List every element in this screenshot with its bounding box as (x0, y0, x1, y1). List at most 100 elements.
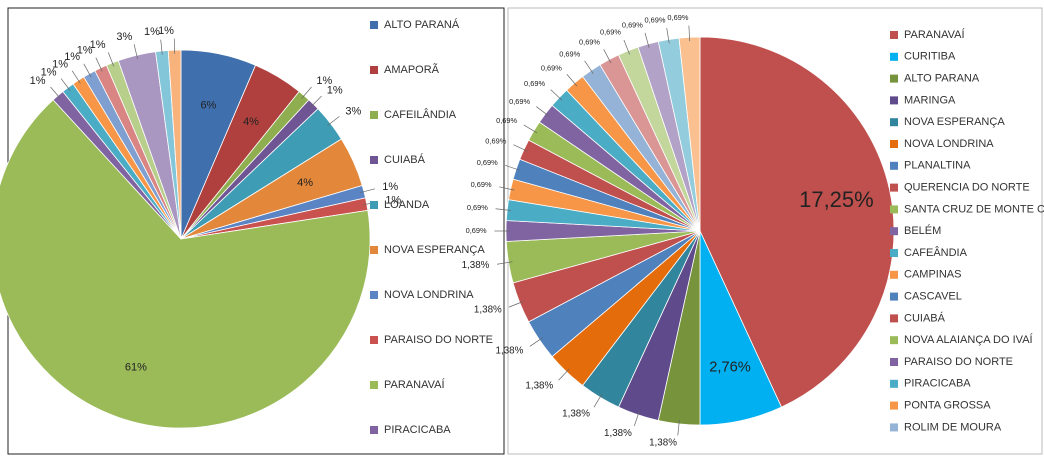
leader-line (623, 39, 630, 55)
data-label: 0,69% (496, 116, 517, 125)
leader-line (508, 301, 524, 308)
legend-label: CAFEILÂNDIA (384, 108, 457, 121)
leader-line (495, 208, 512, 211)
data-label: 0,69% (644, 15, 665, 24)
legend-label: NOVA LONDRINA (904, 138, 994, 150)
legend-label: QUERENCIA DO NORTE (904, 182, 1030, 194)
legend-label: ALTO PARANÁ (384, 18, 460, 31)
leader-line (550, 89, 563, 101)
data-label: 1% (64, 51, 80, 63)
data-label: 0,69% (509, 97, 530, 106)
legend-swatch (890, 379, 898, 388)
data-label: 0,69% (667, 13, 688, 22)
leader-line (133, 44, 138, 60)
legend-swatch (370, 381, 378, 389)
leader-line (634, 411, 640, 426)
leader-line (301, 86, 312, 99)
leader-line (644, 32, 650, 48)
legend-label: NOVA LONDRINA (384, 289, 474, 301)
legend-label: BELÉM (904, 224, 941, 237)
legend-swatch (370, 426, 378, 434)
data-label: 6% (200, 100, 216, 112)
leader-line (60, 78, 71, 91)
leader-line (107, 52, 115, 67)
leader-line (360, 188, 376, 193)
legend-swatch (890, 140, 898, 148)
leader-line (513, 144, 528, 152)
leader-line (603, 49, 612, 64)
leader-line (688, 25, 691, 42)
data-label: 1% (382, 181, 398, 193)
data-label: 61% (125, 361, 147, 373)
legend-label: PIRACICABA (904, 378, 971, 390)
legend-swatch (890, 161, 898, 170)
data-label: 3% (345, 106, 361, 118)
leader-line (505, 165, 520, 171)
pie-slice (699, 36, 895, 408)
legend-swatch (890, 249, 898, 257)
leader-line (666, 28, 670, 44)
legend-label: PARAISO DO NORTE (384, 334, 493, 346)
data-label: 3% (116, 31, 132, 43)
data-label: 4% (297, 177, 313, 189)
data-label: 1,38% (604, 428, 632, 439)
legend-label: PARANAVAÍ (904, 28, 965, 41)
data-label: 1% (316, 75, 332, 87)
data-label: 0,69% (485, 136, 506, 145)
data-label: 0,69% (466, 226, 487, 235)
leader-line (497, 261, 513, 265)
data-label: 0,69% (477, 158, 498, 167)
legend-swatch (890, 423, 898, 432)
leader-line (95, 57, 103, 72)
data-label: 1% (90, 39, 106, 51)
legend-label: CURITIBA (904, 51, 956, 63)
legend-label: SANTA CRUZ DE MONTE CASTELO (904, 203, 1044, 215)
data-label: 1,38% (474, 305, 502, 316)
data-label: 1,38% (525, 381, 553, 392)
legend-swatch (890, 52, 898, 61)
data-label: 4% (243, 116, 259, 128)
legend-swatch (890, 336, 898, 345)
data-label: 1% (52, 58, 68, 70)
leader-line (593, 393, 603, 408)
legend-swatch (890, 227, 898, 236)
legend-label: CASCAVEL (904, 291, 962, 303)
data-label: 1% (30, 75, 46, 87)
legend-swatch (370, 291, 378, 299)
legend-label: CUIABÁ (904, 311, 946, 324)
legend-label: NOVA ESPERANÇA (904, 116, 1005, 128)
legend-swatch (890, 401, 898, 410)
legend-label: PONTA GROSSA (904, 400, 991, 412)
data-label: 0,69% (559, 49, 580, 58)
legend-label: LOANDA (384, 199, 430, 211)
data-label: 17,25% (799, 187, 874, 212)
legend-label: CAFEÂNDIA (904, 246, 968, 259)
legend-label: CUIABÁ (384, 153, 426, 166)
legend-label: PLANALTINA (904, 160, 971, 172)
legend-swatch (370, 156, 378, 164)
data-label: 1,38% (562, 408, 590, 419)
legend-swatch (370, 201, 378, 209)
leader-line (173, 38, 176, 54)
data-label: 2,76% (709, 359, 751, 375)
legend-label: ALTO PARANA (904, 73, 980, 85)
leader-line (536, 106, 549, 117)
legend-swatch (890, 183, 898, 192)
legend-label: CAMPINAS (904, 269, 961, 281)
legend-label: NOVA ALAIANÇA DO IVAÍ (904, 333, 1034, 346)
data-label: 1% (158, 25, 174, 37)
data-label: 0,69% (579, 37, 600, 46)
legend-label: PARANAVAÍ (384, 378, 445, 391)
data-label: 1,38% (462, 260, 490, 271)
legend-swatch (370, 111, 378, 119)
leader-line (327, 116, 340, 126)
legend-swatch (370, 246, 378, 254)
leader-line (50, 86, 61, 99)
data-label: 1% (385, 195, 401, 207)
leader-line (310, 95, 322, 108)
legend-swatch (890, 292, 898, 301)
legend-label: AMAPORÃ (384, 63, 440, 76)
legend-swatch (370, 21, 378, 29)
data-label: 1,38% (496, 345, 524, 356)
legend-swatch (890, 205, 898, 214)
